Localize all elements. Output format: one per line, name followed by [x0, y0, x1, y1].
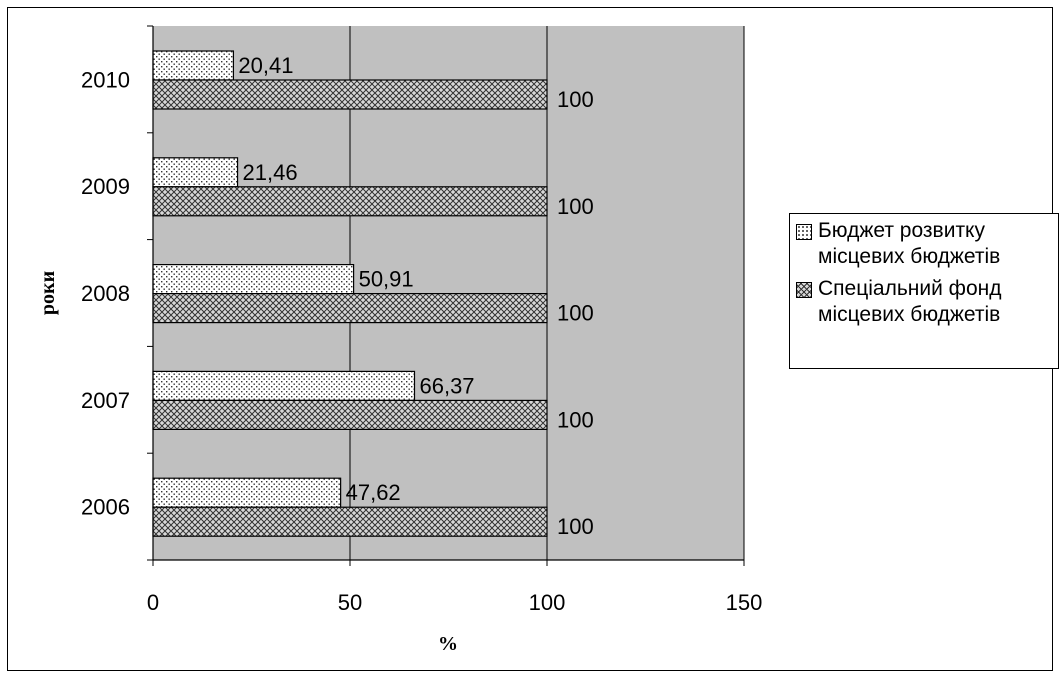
- bar-special-2008: [152, 293, 548, 324]
- x-tick-label-0: 0: [147, 590, 159, 615]
- labels: 47,62 100 2006 66,37 100 2007 50,91 100 2008 21,4…: [81, 53, 762, 615]
- x-tick-label-100: 100: [529, 590, 566, 615]
- legend: Бюджет розвитку місцевих бюджетів Спеціа…: [789, 213, 1059, 369]
- data-label-special-2008: 100: [557, 301, 594, 326]
- data-label-development-2007: 66,37: [419, 373, 474, 398]
- y-tick-label-2008: 2008: [81, 281, 130, 306]
- legend-item-special-fund: Спеціальний фонд місцевих бюджетів: [796, 276, 1052, 328]
- data-label-development-2008: 50,91: [359, 267, 414, 292]
- x-tick-label-150: 150: [726, 590, 763, 615]
- bar-special-2007: [152, 399, 548, 430]
- bar-development-2010: [152, 50, 235, 81]
- legend-item-budget-development: Бюджет розвитку місцевих бюджетів: [796, 218, 1052, 270]
- bar-development-2007: [152, 370, 416, 401]
- legend-label: Бюджет розвитку місцевих бюджетів: [818, 219, 1001, 268]
- bar-special-2010: [152, 79, 548, 110]
- legend-swatch-crosshatch-icon: [796, 282, 812, 298]
- data-label-special-2010: 100: [557, 87, 594, 112]
- bar-development-2006: [152, 477, 342, 508]
- bar-development-2008: [152, 264, 355, 295]
- bar-special-2009: [152, 186, 548, 217]
- data-label-development-2009: 21,46: [243, 160, 298, 185]
- data-label-special-2006: 100: [557, 514, 594, 539]
- axes: [147, 25, 745, 566]
- y-tick-label-2009: 2009: [81, 174, 130, 199]
- data-label-development-2010: 20,41: [238, 53, 293, 78]
- x-tick-label-50: 50: [338, 590, 362, 615]
- y-tick-label-2006: 2006: [81, 495, 130, 520]
- y-axis-title: роки: [37, 271, 59, 315]
- bar-development-2009: [152, 157, 239, 188]
- x-axis-title: %: [438, 633, 458, 655]
- data-label-special-2007: 100: [557, 407, 594, 432]
- legend-label: Спеціальний фонд місцевих бюджетів: [818, 277, 1002, 326]
- legend-swatch-dots-icon: [796, 224, 812, 240]
- y-tick-label-2007: 2007: [81, 388, 130, 413]
- y-tick-label-2010: 2010: [81, 67, 130, 92]
- data-label-special-2009: 100: [557, 194, 594, 219]
- bar-special-2006: [152, 506, 548, 537]
- data-label-development-2006: 47,62: [346, 480, 401, 505]
- bars: [152, 50, 548, 537]
